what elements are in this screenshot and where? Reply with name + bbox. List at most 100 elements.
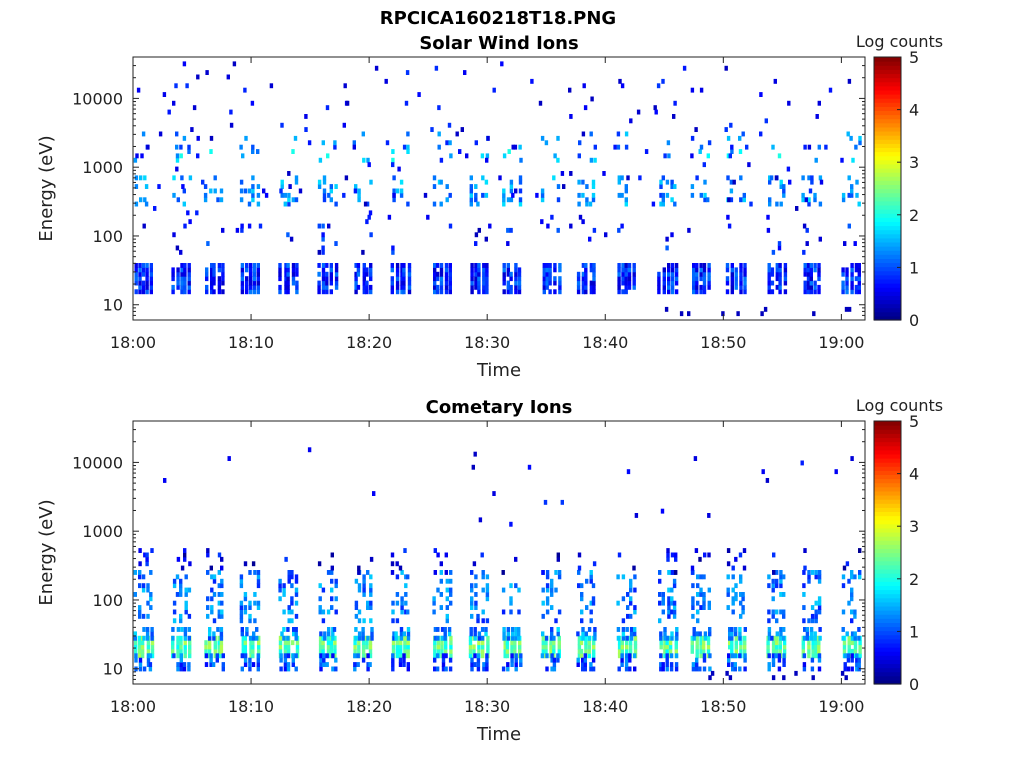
spectrogram-cell: [817, 609, 822, 615]
spectrogram-cell: [584, 644, 588, 650]
x-tick-label: 18:10: [228, 697, 274, 716]
spectrogram-cell: [283, 644, 288, 650]
spectrogram-cell: [219, 635, 224, 641]
spectrogram-cell: [771, 657, 776, 663]
spectrogram-cell: [441, 666, 446, 672]
spectrogram-cell: [850, 271, 854, 277]
spectrogram-cell: [400, 267, 404, 273]
spectrogram-cell: [667, 613, 671, 619]
spectrogram-cell: [369, 284, 373, 290]
spectrogram-cell: [708, 666, 712, 672]
spectrogram-cell: [674, 552, 678, 558]
spectrogram-cell: [368, 648, 373, 654]
spectrogram-cell: [321, 635, 325, 641]
spectrogram-cell: [818, 236, 822, 242]
spectrogram-cell: [322, 175, 327, 181]
colorbar-label: Log counts: [856, 396, 943, 415]
spectrogram-cell: [699, 144, 704, 150]
spectrogram-cell: [726, 561, 731, 567]
spectrogram-cell: [257, 635, 261, 641]
spectrogram-cell: [670, 596, 674, 602]
spectrogram-cell: [333, 635, 337, 641]
spectrogram-cell: [317, 280, 321, 286]
spectrogram-cell: [141, 131, 146, 137]
spectrogram-cell: [357, 631, 362, 637]
spectrogram-cell: [812, 311, 816, 317]
spectrogram-cell: [850, 592, 854, 597]
spectrogram-cell: [146, 657, 151, 663]
spectrogram-cell: [808, 188, 813, 194]
spectrogram-cell: [476, 618, 480, 624]
spectrogram-cell: [702, 653, 707, 659]
spectrogram-cell: [217, 609, 221, 615]
spectrogram-cell: [669, 666, 674, 672]
spectrogram-cell: [133, 157, 138, 163]
spectrogram-cell: [707, 600, 711, 606]
spectrogram-cell: [857, 284, 861, 290]
spectrogram-cell: [584, 271, 588, 277]
spectrogram-cell: [667, 289, 671, 295]
spectrogram-cell: [247, 223, 252, 229]
spectrogram-cell: [695, 666, 699, 672]
spectrogram-cell: [217, 263, 222, 268]
spectrogram-cell: [240, 227, 244, 233]
spectrogram-cell: [239, 574, 244, 580]
spectrogram-cell: [847, 78, 852, 84]
spectrogram-cell: [436, 635, 440, 641]
spectrogram-cell: [205, 276, 209, 282]
spectrogram-cell: [699, 289, 703, 295]
spectrogram-cell: [256, 583, 261, 589]
spectrogram-cell: [502, 153, 507, 159]
spectrogram-cell: [342, 192, 346, 198]
spectrogram-cell: [665, 662, 669, 667]
spectrogram-cell: [775, 631, 779, 637]
spectrogram-cell: [665, 179, 670, 185]
spectrogram-cell: [629, 118, 633, 124]
spectrogram-cell: [591, 184, 596, 189]
spectrogram-cell: [440, 627, 445, 632]
spectrogram-cell: [728, 153, 732, 159]
spectrogram-cell: [251, 197, 255, 203]
spectrogram-cell: [587, 627, 592, 632]
spectrogram-cell: [367, 162, 371, 168]
spectrogram-cell: [510, 640, 514, 646]
spectrogram-cell: [824, 144, 828, 150]
spectrogram-cell: [256, 263, 260, 268]
spectrogram-cell: [357, 618, 362, 624]
spectrogram-cell: [854, 263, 859, 268]
spectrogram-cell: [399, 648, 403, 654]
spectrogram-cell: [807, 570, 811, 575]
spectrogram-cell: [672, 583, 677, 589]
spectrogram-cell: [632, 263, 636, 268]
spectrogram-cell: [292, 631, 296, 637]
spectrogram-cell: [433, 280, 437, 286]
spectrogram-cell: [580, 596, 584, 602]
spectrogram-cell: [545, 263, 549, 268]
spectrogram-cell: [850, 570, 854, 575]
spectrogram-cell: [146, 648, 151, 654]
spectrogram-cell: [771, 249, 776, 255]
spectrogram-cell: [485, 289, 489, 295]
spectrogram-cell: [470, 284, 474, 290]
spectrogram-cell: [583, 653, 587, 659]
spectrogram-cell: [395, 644, 400, 650]
spectrogram-cell: [403, 640, 407, 646]
spectrogram-cell: [698, 631, 702, 637]
spectrogram-cell: [176, 640, 180, 646]
spectrogram-cell: [855, 666, 859, 672]
spectrogram-cell: [661, 197, 665, 203]
spectrogram-cell: [175, 157, 180, 163]
spectrogram-cell: [513, 144, 518, 150]
spectrogram-cell: [439, 263, 444, 268]
spectrogram-cell: [809, 280, 813, 286]
spectrogram-cell: [217, 648, 221, 654]
spectrogram-cell: [702, 600, 706, 606]
spectrogram-cell: [433, 653, 437, 659]
spectrogram-cell: [291, 263, 296, 268]
spectrogram-cell: [581, 657, 585, 663]
spectrogram-cell: [557, 609, 562, 615]
spectrogram-cell: [584, 289, 588, 295]
spectrogram-cell: [294, 592, 299, 597]
spectrogram-cell: [738, 135, 742, 141]
spectrogram-cell: [251, 175, 255, 181]
